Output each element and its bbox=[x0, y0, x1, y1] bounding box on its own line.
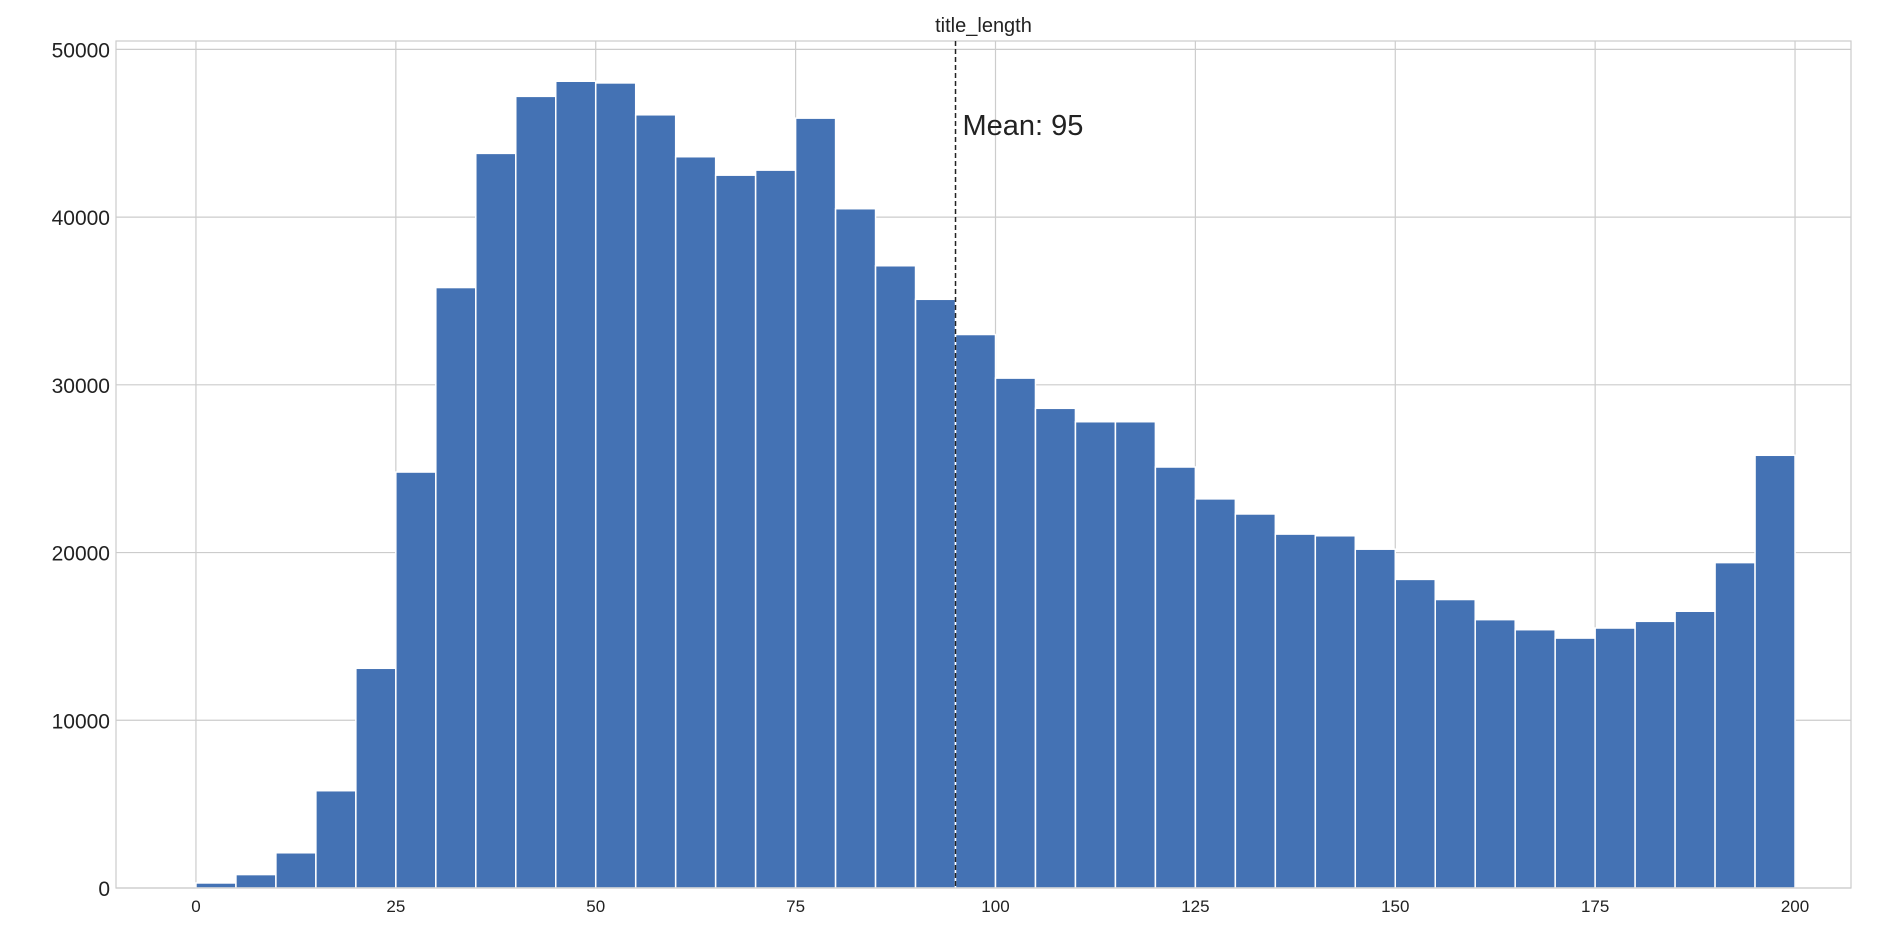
x-tick-label: 25 bbox=[386, 897, 405, 916]
histogram-bar bbox=[515, 95, 557, 889]
chart-title: title_length bbox=[935, 15, 1032, 37]
histogram-bar bbox=[475, 152, 517, 889]
histogram-bar bbox=[315, 789, 357, 889]
y-axis-ticks: 0 10000 20000 30000 40000 50000 bbox=[52, 39, 110, 901]
y-tick-label: 50000 bbox=[52, 39, 110, 62]
y-tick-label: 0 bbox=[98, 878, 110, 901]
histogram-bar bbox=[355, 667, 397, 889]
histogram-bar bbox=[1074, 420, 1117, 889]
histogram-bars bbox=[195, 80, 1796, 889]
y-tick-label: 40000 bbox=[52, 207, 110, 230]
x-tick-label: 100 bbox=[981, 897, 1009, 916]
mean-annotation: Mean: 95 bbox=[963, 110, 1084, 142]
histogram-bar bbox=[1194, 498, 1237, 889]
histogram-bar bbox=[714, 174, 757, 889]
histogram-bar bbox=[1394, 578, 1436, 889]
histogram-bar bbox=[1714, 561, 1756, 889]
histogram-bar bbox=[634, 114, 677, 889]
histogram-bar bbox=[275, 852, 317, 889]
histogram-bar bbox=[395, 471, 437, 889]
histogram-bar bbox=[1434, 598, 1476, 889]
x-tick-label: 150 bbox=[1381, 897, 1409, 916]
x-axis-ticks: 0 25 50 75 100 125 150 175 200 bbox=[191, 897, 1809, 916]
histogram-bar bbox=[235, 873, 277, 889]
x-tick-label: 75 bbox=[786, 897, 805, 916]
histogram-bar bbox=[1034, 407, 1077, 889]
x-tick-label: 125 bbox=[1181, 897, 1209, 916]
histogram-bar bbox=[594, 82, 637, 889]
y-tick-label: 30000 bbox=[52, 375, 110, 398]
histogram-bar bbox=[794, 117, 837, 889]
x-tick-label: 200 bbox=[1781, 897, 1809, 916]
x-tick-label: 0 bbox=[191, 897, 200, 916]
histogram-bar bbox=[554, 80, 597, 889]
histogram-bar bbox=[1354, 548, 1397, 889]
x-tick-label: 50 bbox=[586, 897, 605, 916]
histogram-bar bbox=[914, 298, 957, 889]
histogram-bar bbox=[874, 264, 917, 889]
histogram-bar bbox=[674, 155, 717, 889]
histogram-bar bbox=[994, 377, 1037, 889]
plot-frame bbox=[115, 40, 1852, 889]
histogram-bar bbox=[1514, 628, 1556, 889]
histogram-bar bbox=[1674, 610, 1716, 889]
histogram-bar bbox=[1474, 618, 1516, 889]
histogram-bar bbox=[754, 169, 797, 889]
histogram-bar bbox=[195, 882, 237, 889]
histogram-bar bbox=[1114, 420, 1157, 889]
histogram-bar bbox=[435, 286, 477, 889]
histogram-bar bbox=[1314, 535, 1357, 889]
histogram-bar bbox=[1634, 620, 1676, 889]
histogram-bar bbox=[1154, 466, 1197, 889]
histogram-bar bbox=[834, 207, 877, 889]
y-tick-label: 20000 bbox=[52, 543, 110, 566]
histogram-bar bbox=[1274, 533, 1317, 889]
histogram-bar bbox=[1234, 513, 1277, 889]
histogram-bar bbox=[954, 333, 997, 889]
x-tick-label: 175 bbox=[1581, 897, 1609, 916]
histogram-bar bbox=[1554, 637, 1596, 889]
histogram-bar bbox=[1754, 454, 1796, 889]
y-tick-label: 10000 bbox=[52, 710, 110, 733]
histogram-bar bbox=[1594, 627, 1636, 889]
